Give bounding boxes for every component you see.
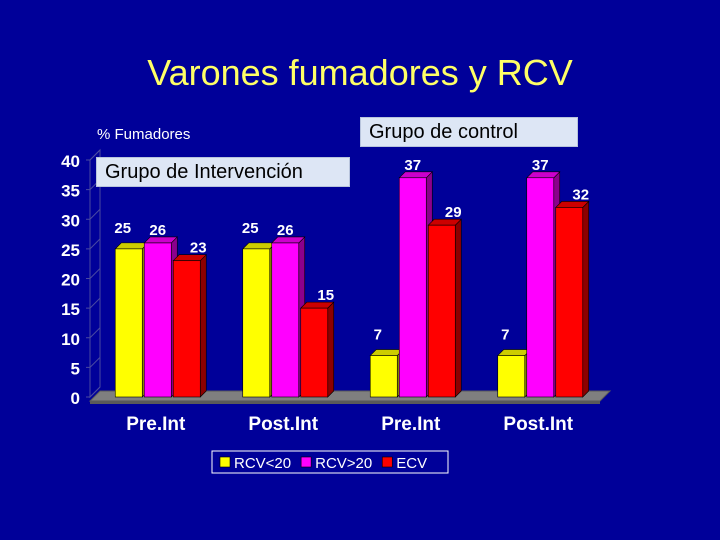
bar xyxy=(526,171,561,398)
x-tick-labels: Pre.Int Post.Int Pre.Int Post.Int xyxy=(126,414,574,435)
bar-side xyxy=(454,218,462,398)
bar-top xyxy=(497,349,532,356)
data-label: 29 xyxy=(445,204,462,221)
y-tick-labels: 0 5 10 15 20 25 30 35 40 xyxy=(61,152,80,408)
bar-front xyxy=(172,260,201,398)
bar xyxy=(172,254,207,398)
bar-top xyxy=(114,242,149,250)
bar xyxy=(369,348,404,398)
chart-bars xyxy=(114,171,590,398)
legend-label: RCV>20 xyxy=(315,455,372,472)
bar-side xyxy=(199,254,207,398)
bar-front xyxy=(143,242,172,398)
bar-front xyxy=(242,248,271,398)
wall-tick-line xyxy=(89,268,101,279)
bar xyxy=(497,348,532,398)
floor-edge xyxy=(90,401,600,404)
x-tick-label: Post.Int xyxy=(248,414,318,435)
y-axis-label: % Fumadores xyxy=(97,126,190,143)
data-label: 25 xyxy=(114,220,131,237)
legend-label: RCV<20 xyxy=(234,455,291,472)
bar xyxy=(143,236,178,398)
bar xyxy=(398,171,433,398)
data-label: 7 xyxy=(374,327,382,344)
bar-top xyxy=(242,242,277,250)
y-tick-label: 15 xyxy=(61,300,80,319)
wall-tick-line xyxy=(89,208,101,220)
bar-front xyxy=(271,242,300,398)
data-label: 25 xyxy=(242,220,259,237)
slide-title: Varones fumadores y RCV xyxy=(147,52,573,93)
data-label: 15 xyxy=(317,287,334,304)
group-intervention-label: Grupo de Intervención xyxy=(96,157,350,187)
bar-front xyxy=(497,355,526,398)
bar-front xyxy=(427,224,456,398)
bar-front xyxy=(398,177,427,398)
y-tick-label: 30 xyxy=(61,211,80,230)
data-label: 7 xyxy=(501,327,509,344)
wall-tick-line xyxy=(89,357,101,368)
wall-tick-line xyxy=(89,327,101,339)
data-label: 37 xyxy=(532,157,549,174)
data-label: 26 xyxy=(149,222,166,239)
bar-side xyxy=(582,200,590,398)
data-label: 23 xyxy=(190,240,207,257)
y-tick-label: 40 xyxy=(61,152,80,171)
legend-box xyxy=(211,450,449,474)
wall-tick-line xyxy=(89,238,101,250)
wall-tick-line xyxy=(89,386,101,398)
x-tick-label: Post.Int xyxy=(503,414,573,435)
bar-side xyxy=(327,301,335,398)
legend: RCV<20 RCV>20 ECV xyxy=(211,450,449,474)
bar-top xyxy=(369,349,404,356)
y-tick-label: 10 xyxy=(61,330,80,349)
y-tick-label: 5 xyxy=(71,359,80,378)
bar-front xyxy=(114,248,143,398)
bar xyxy=(300,301,335,398)
wall-tick-line xyxy=(89,297,101,309)
data-labels: 25 26 23 25 26 15 7 37 29 7 37 32 xyxy=(114,157,589,344)
data-label: 26 xyxy=(277,222,294,239)
y-tick-label: 35 xyxy=(61,182,80,201)
bar xyxy=(427,218,462,398)
x-tick-label: Pre.Int xyxy=(126,414,186,435)
data-label: 32 xyxy=(572,186,589,203)
data-label: 37 xyxy=(404,157,421,174)
bar-front xyxy=(526,177,555,398)
legend-swatch xyxy=(219,456,231,468)
bar-front xyxy=(300,307,329,398)
y-tick-label: 20 xyxy=(61,271,80,290)
y-tick-label: 25 xyxy=(61,241,80,260)
group-control-label: Grupo de control xyxy=(360,117,578,147)
legend-swatch xyxy=(381,456,393,468)
bar xyxy=(242,242,277,398)
bar-front xyxy=(369,355,398,398)
legend-swatch xyxy=(300,456,312,468)
legend-label: ECV xyxy=(396,455,427,472)
bar xyxy=(555,200,590,398)
bar-front xyxy=(555,207,584,398)
wall-tick-line xyxy=(89,149,101,161)
bar xyxy=(114,242,149,398)
x-tick-label: Pre.Int xyxy=(381,414,441,435)
bar xyxy=(271,236,306,398)
y-tick-label: 0 xyxy=(71,389,80,408)
chart-walls xyxy=(86,148,612,404)
